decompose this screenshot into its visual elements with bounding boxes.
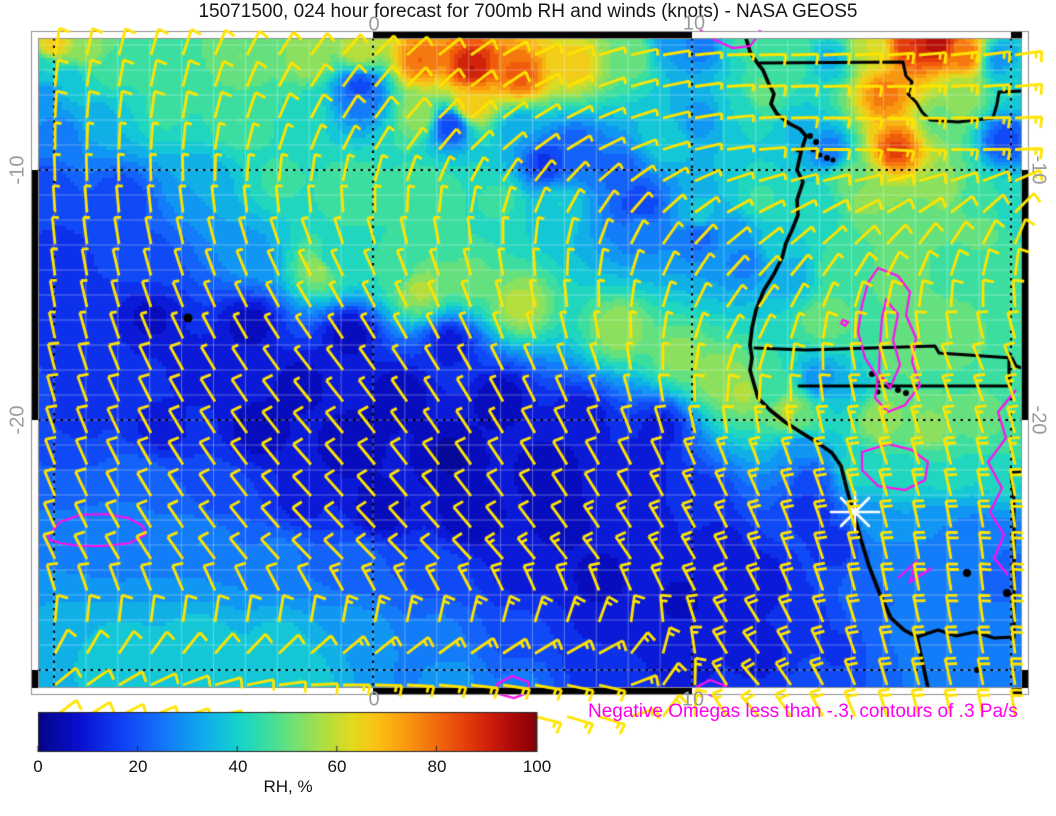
axis-tick-left-minus10: -10 bbox=[6, 155, 29, 185]
axis-tick-top-10: 10 bbox=[682, 12, 706, 35]
colorbar-tick-0: 0 bbox=[33, 757, 43, 776]
axis-tick-bottom-0: 0 bbox=[368, 688, 380, 711]
axis-tick-top-0: 0 bbox=[368, 13, 380, 36]
colorbar-tick-40: 40 bbox=[228, 757, 248, 776]
axis-tick-right-minus10: -10 bbox=[1027, 155, 1050, 185]
axis-tick-right-minus20: -20 bbox=[1027, 405, 1050, 435]
omega-caption: Negative Omegas less than -.3, contours … bbox=[588, 701, 1018, 722]
page-title: 15071500, 024 hour forecast for 700mb RH… bbox=[198, 1, 858, 22]
colorbar-tick-100: 100 bbox=[522, 757, 552, 776]
axis-tick-left-minus20: -20 bbox=[6, 405, 29, 435]
colorbar-tick-20: 20 bbox=[128, 757, 148, 776]
colorbar-title: RH, % bbox=[263, 777, 313, 796]
colorbar-tick-60: 60 bbox=[327, 757, 347, 776]
axis-tick-bottom-10: 10 bbox=[681, 688, 705, 711]
colorbar-tick-80: 80 bbox=[427, 757, 447, 776]
